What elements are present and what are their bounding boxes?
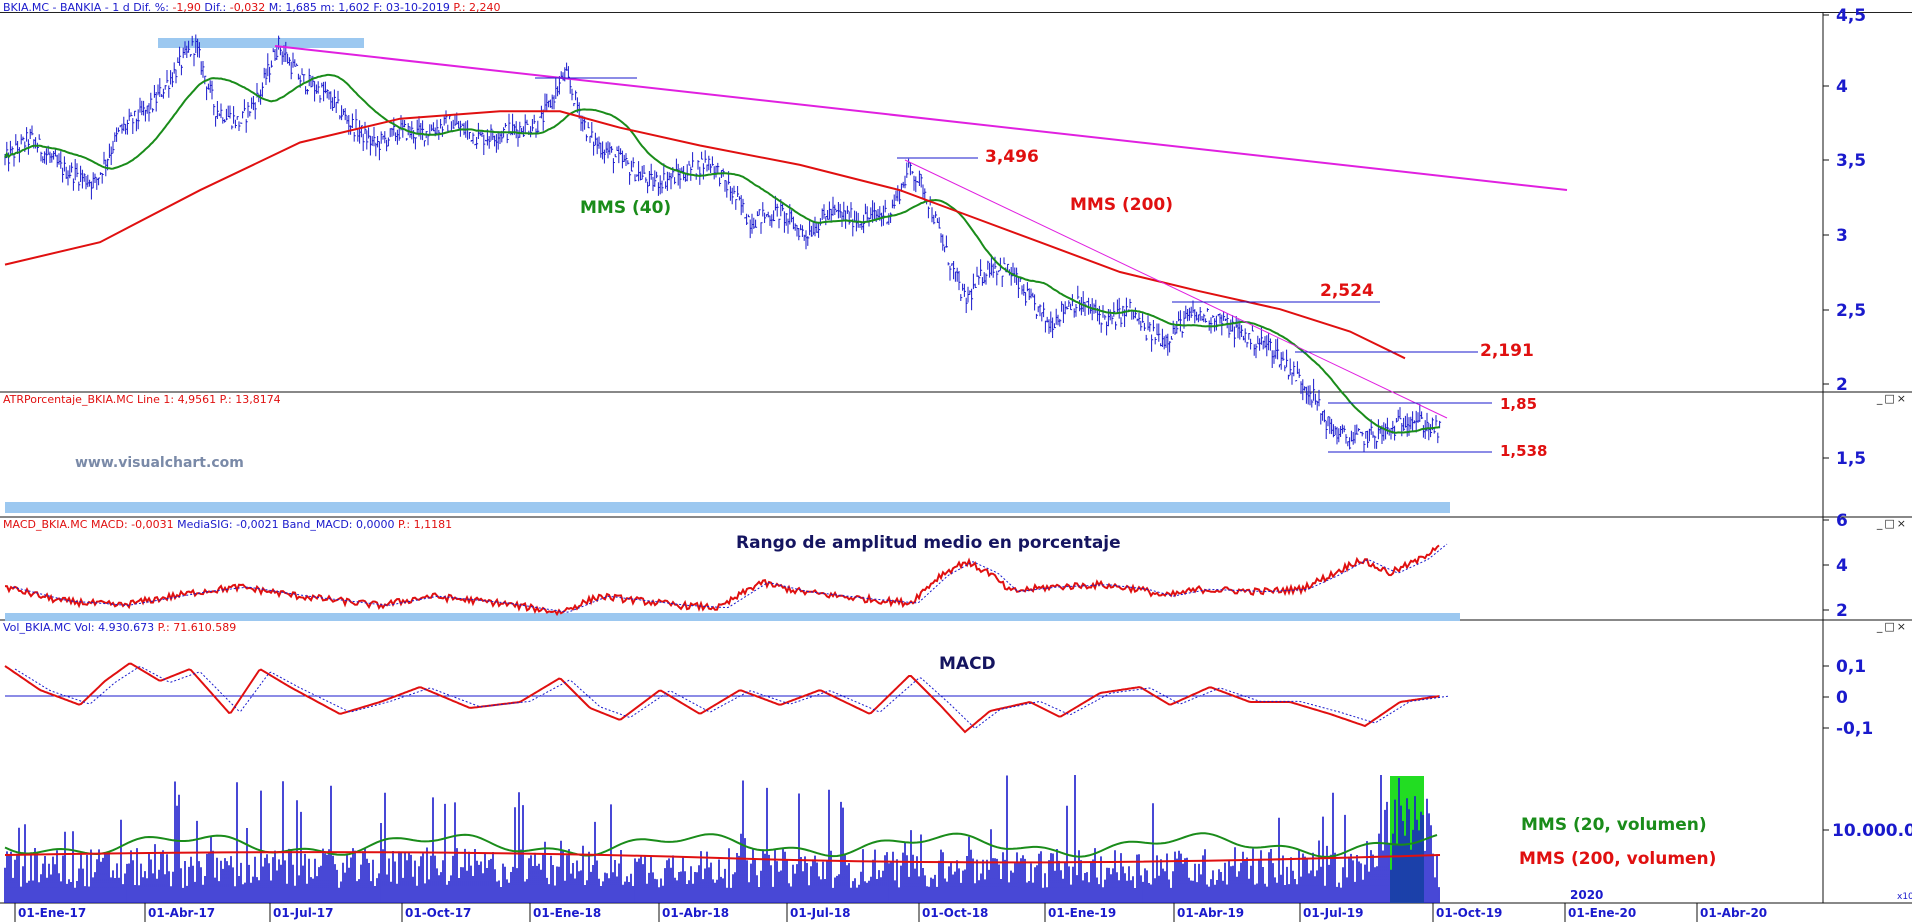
x-tick-label: 01-Ene-19 [1048, 906, 1116, 920]
atr-line: Line 1: 4,9561 [136, 393, 217, 406]
x-tick-label: 01-Jul-18 [790, 906, 850, 920]
macd-signal: MediaSIG: -0,0021 [177, 518, 279, 531]
price-chart [4, 34, 1568, 453]
date-value: F: 03-10-2019 [373, 1, 450, 14]
level-2524-label: 2,524 [1320, 281, 1374, 301]
macd-window-controls[interactable]: _□× [1876, 517, 1908, 530]
vol-mms20-label: MMS (20, volumen) [1521, 815, 1707, 835]
vol-name: Vol_BKIA.MC [3, 621, 71, 634]
macd-title: MACD [939, 654, 996, 674]
vol-value: Vol: 4.930.673 [74, 621, 155, 634]
level-185-label: 1,85 [1500, 395, 1537, 413]
atr-window-controls[interactable]: _□× [1876, 392, 1908, 405]
dif-pct-value: -1,90 [172, 1, 201, 14]
x-tick-label: 01-Abr-20 [1700, 906, 1767, 920]
price-tick-label: 1,5 [1836, 449, 1866, 469]
price-tick-label: 4,5 [1836, 6, 1866, 26]
atr-tick-label: 6 [1836, 511, 1848, 531]
price-y-ticks: 1,5 2 2,5 3 3,5 4 4,5 [1823, 6, 1866, 469]
price-panel[interactable]: BKIA.MC - BANKIA - 1 d Dif. %: -1,90 Dif… [0, 0, 1912, 392]
atr-name: ATRPorcentaje_BKIA.MC [3, 393, 134, 406]
vol-y-ticks: 10.000.000 [1823, 821, 1912, 841]
highlight-bar [158, 38, 364, 48]
symbol-label: BKIA.MC - BANKIA - 1 d [3, 1, 130, 14]
macd-panel-header: MACD_BKIA.MC MACD: -0,0031 MediaSIG: -0,… [3, 518, 452, 531]
x10-label: x10 [1897, 892, 1912, 902]
macd-band: Band_MACD: 0,0000 [282, 518, 395, 531]
atr-tick-label: 2 [1836, 601, 1848, 621]
vol-panel-header: Vol_BKIA.MC Vol: 4.930.673 P.: 71.610.58… [3, 621, 236, 634]
x-axis: 01-Ene-17 01-Abr-17 01-Jul-17 01-Oct-17 01-E… [14, 888, 1912, 922]
atr-line [4, 544, 1440, 617]
trend-line-minor [904, 159, 1448, 419]
atr-tick-label: 4 [1836, 556, 1848, 576]
atr-highlight-bottom [5, 613, 1460, 621]
price-panel-header: BKIA.MC - BANKIA - 1 d Dif. %: -1,90 Dif… [3, 1, 501, 14]
volume-bars [4, 775, 1440, 903]
max-value: M: 1,685 [268, 1, 317, 14]
x-tick-label: 01-Oct-19 [1436, 906, 1502, 920]
volume-panel[interactable]: Vol_BKIA.MC Vol: 4.930.673 P.: 71.610.58… [0, 620, 1912, 922]
volume-chart [4, 775, 1441, 903]
price-bars [4, 34, 1442, 453]
x-tick-label: 01-Oct-17 [405, 906, 471, 920]
x-tick-label: 01-Abr-18 [662, 906, 729, 920]
level-2191-label: 2,191 [1480, 341, 1534, 361]
macd-tick-label: -0,1 [1836, 719, 1873, 739]
macd-tick-label: 0,1 [1836, 657, 1866, 677]
vol-mms200-label: MMS (200, volumen) [1519, 849, 1716, 869]
price-tick-label: 4 [1836, 77, 1848, 97]
atr-title: Rango de amplitud medio en porcentaje [736, 533, 1121, 553]
macd-value: MACD: -0,0031 [90, 518, 174, 531]
price-tick-label: 3,5 [1836, 151, 1866, 171]
atr-panel-header: ATRPorcentaje_BKIA.MC Line 1: 4,9561 P.:… [3, 393, 281, 406]
macd-line [4, 662, 1440, 734]
vol-p: P.: 71.610.589 [157, 621, 237, 634]
atr-highlight-top [5, 502, 1450, 513]
vol-mms20-line [4, 832, 1438, 858]
macd-p: P.: 1,1181 [397, 518, 453, 531]
vol-mms200-line [4, 851, 1441, 864]
x-tick-label: 01-Ene-18 [533, 906, 601, 920]
mms40-label: MMS (40) [580, 198, 671, 218]
year-2020-label: 2020 [1570, 888, 1603, 902]
macd-panel[interactable]: MACD_BKIA.MC MACD: -0,0031 MediaSIG: -0,… [0, 517, 1912, 620]
mms40-line [4, 73, 1440, 434]
atr-panel[interactable]: ATRPorcentaje_BKIA.MC Line 1: 4,9561 P.:… [0, 392, 1912, 517]
macd-tick-label: 0 [1836, 688, 1848, 708]
macd-chart [4, 662, 1450, 734]
price-tick-label: 2 [1836, 375, 1848, 395]
price-tick-label: 3 [1836, 226, 1848, 246]
vol-tick-label: 10.000.000 [1832, 821, 1912, 841]
macd-y-ticks: 0,1 0 -0,1 [1823, 657, 1873, 739]
x-tick-label: 01-Jul-19 [1303, 906, 1363, 920]
atr-y-ticks: 2 4 6 [1823, 511, 1848, 621]
level-1538-label: 1,538 [1500, 442, 1547, 460]
trend-line-major [274, 45, 1568, 191]
min-value: m: 1,602 [320, 1, 370, 14]
level-3496-label: 3,496 [985, 147, 1039, 167]
x-tick-label: 01-Jul-17 [273, 906, 333, 920]
mms200-label: MMS (200) [1070, 195, 1173, 215]
x-tick-label: 01-Oct-18 [922, 906, 988, 920]
x-tick-label: 01-Ene-20 [1568, 906, 1636, 920]
macd-signal-line [14, 666, 1450, 730]
atr-p: P.: 13,8174 [219, 393, 281, 406]
price-tick-label: 2,5 [1836, 301, 1866, 321]
atr-chart [4, 502, 1460, 621]
x-tick-label: 01-Abr-19 [1177, 906, 1244, 920]
x-tick-label: 01-Abr-17 [148, 906, 215, 920]
vol-window-controls[interactable]: _□× [1876, 620, 1908, 633]
p-value: P.: 2,240 [453, 1, 501, 14]
x-tick-label: 01-Ene-17 [18, 906, 86, 920]
watermark: www.visualchart.com [75, 455, 244, 471]
dif-value: -0,032 [229, 1, 266, 14]
macd-name: MACD_BKIA.MC [3, 518, 88, 531]
mms200-line [4, 110, 1406, 360]
